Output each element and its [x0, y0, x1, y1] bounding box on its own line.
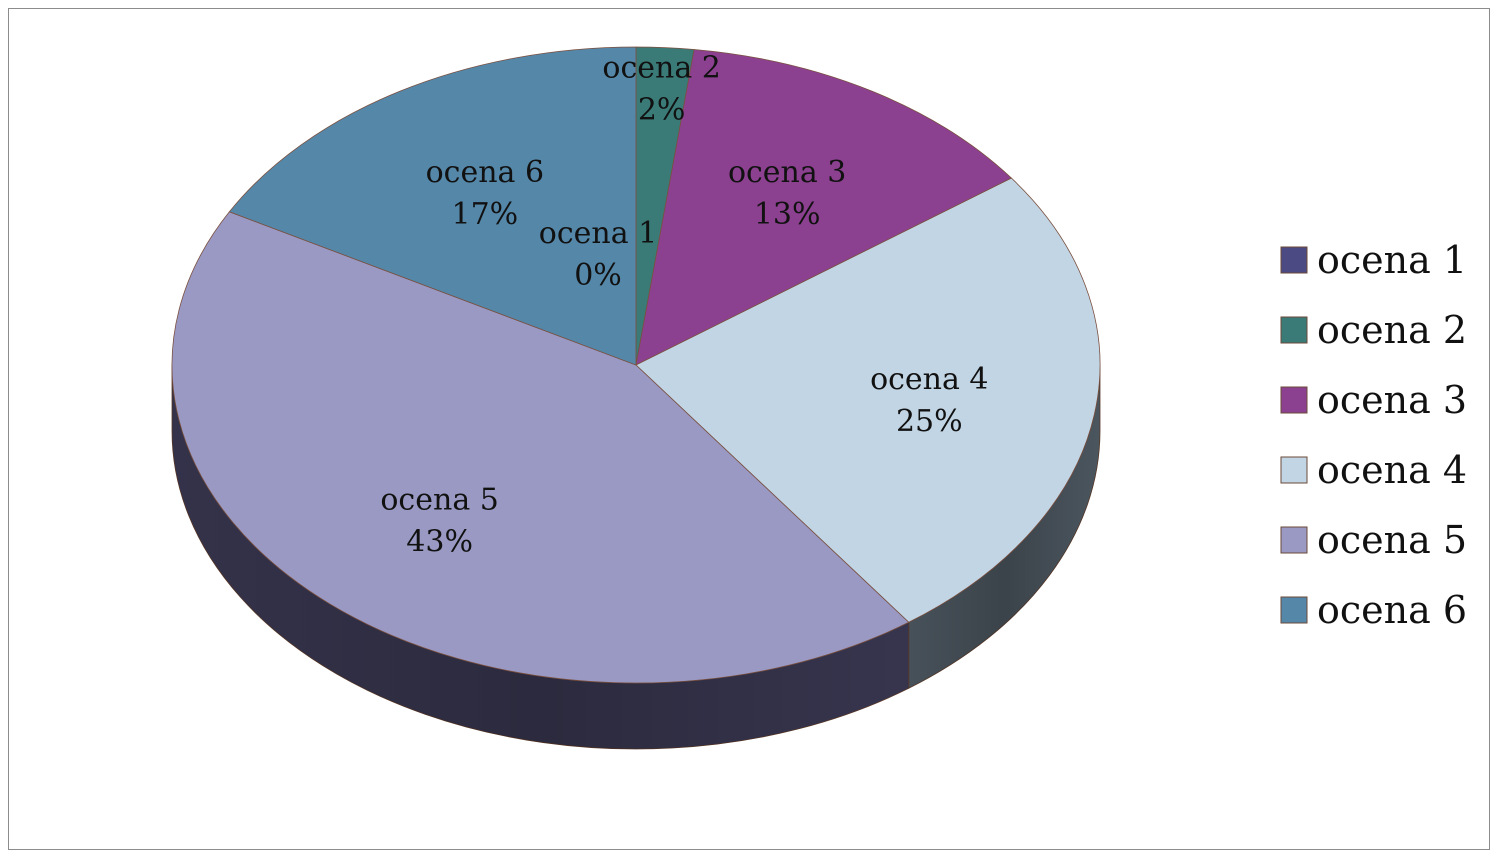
- legend-label-ocena-4: ocena 4: [1317, 448, 1467, 492]
- legend-swatch-ocena-6: [1280, 596, 1308, 624]
- legend-label-ocena-6: ocena 6: [1317, 588, 1467, 632]
- legend-swatch-ocena-4: [1280, 456, 1308, 484]
- slice-ocena-5: [171, 211, 910, 684]
- slice-side-shade-ocena-4: [908, 365, 1100, 689]
- legend-swatch-ocena-3: [1280, 386, 1308, 414]
- legend-swatch-ocena-2: [1280, 316, 1308, 344]
- legend-label-ocena-2: ocena 2: [1317, 308, 1467, 352]
- pie-slices: [171, 46, 1101, 684]
- data-label-value-ocena-5: 43%: [406, 525, 473, 560]
- slice-side-shade-ocena-5: [172, 365, 909, 749]
- slice-ocena-6: [228, 46, 637, 366]
- pie-data-labels: ocena 1 0% ocena 2 2% ocena 3 13% ocena 4 25% oc…: [380, 51, 988, 560]
- data-label-value-ocena-1: 0%: [574, 258, 622, 293]
- data-label-ocena-3: ocena 3: [728, 155, 846, 190]
- slice-ocena-4: [635, 177, 1101, 623]
- data-label-ocena-2: ocena 2: [602, 51, 720, 86]
- data-label-value-ocena-2: 2%: [638, 93, 686, 128]
- legend-label-ocena-3: ocena 3: [1317, 378, 1467, 422]
- data-label-value-ocena-4: 25%: [896, 404, 963, 439]
- data-label-ocena-1: ocena 1: [539, 216, 657, 251]
- legend-swatch-ocena-5: [1280, 526, 1308, 554]
- slice-ocena-3: [635, 49, 1013, 366]
- data-label-value-ocena-3: 13%: [754, 197, 821, 232]
- data-label-ocena-4: ocena 4: [870, 362, 988, 397]
- data-label-ocena-5: ocena 5: [380, 483, 498, 518]
- legend-label-ocena-1: ocena 1: [1317, 238, 1467, 282]
- data-label-value-ocena-6: 17%: [451, 197, 518, 232]
- legend-label-ocena-5: ocena 5: [1317, 518, 1467, 562]
- legend-swatch-ocena-1: [1280, 246, 1308, 274]
- data-label-ocena-6: ocena 6: [426, 155, 544, 190]
- legend: ocena 1 ocena 2 ocena 3 ocena 4 ocena 5 ocena…: [1280, 238, 1467, 632]
